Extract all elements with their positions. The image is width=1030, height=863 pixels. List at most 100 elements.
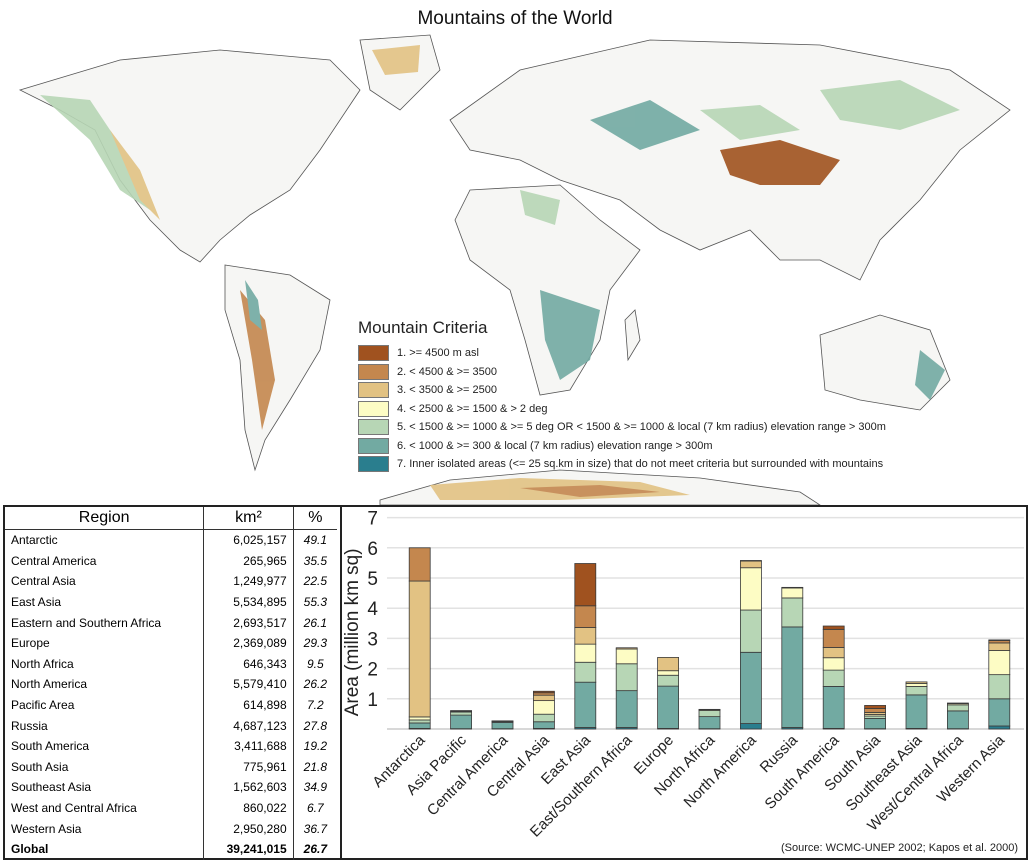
bar-segment	[657, 670, 680, 676]
bar-segment	[408, 716, 431, 721]
bar-segment	[988, 650, 1011, 676]
cell-region: Global	[5, 838, 205, 860]
cell-km2: 646,343	[203, 653, 294, 675]
cell-region: Western Asia	[5, 818, 205, 839]
cell-region: West and Central Africa	[5, 797, 205, 819]
cell-region: Central Asia	[5, 571, 205, 592]
cell-region: Eastern and Southern Africa	[5, 612, 205, 633]
cell-percent: 36.7	[303, 821, 327, 836]
table-row: North America 5,579,410 26.2	[5, 674, 337, 695]
south-america	[224, 264, 331, 472]
x-tick-label: North America	[680, 731, 760, 811]
bar-segment	[408, 547, 431, 582]
bar-segment	[532, 690, 555, 694]
cell-percent: 19.2	[303, 739, 327, 754]
bar-segment	[988, 674, 1011, 700]
bar-segment	[532, 713, 555, 723]
bar-segment	[574, 563, 597, 607]
bar-segment	[905, 686, 928, 696]
table-row: East Asia 5,534,895 55.3	[5, 591, 337, 613]
regions-table: Region km² % Antarctic 6,025,157 49.1 Centr…	[5, 507, 337, 860]
legend-label: 7. Inner isolated areas (<= 25 sq.km in …	[397, 458, 884, 471]
bar-segment	[408, 580, 431, 718]
bar-segment	[864, 708, 886, 713]
bar-segment	[822, 625, 845, 630]
bar-segment	[781, 587, 804, 599]
bar-segment	[532, 694, 555, 702]
mountain-areas	[40, 45, 960, 500]
cell-percent: 26.7	[303, 842, 327, 857]
cell-region: South Asia	[5, 756, 205, 778]
bar-segment	[615, 690, 638, 728]
cell-percent: 29.3	[303, 636, 327, 651]
bar-segment	[574, 627, 597, 645]
source-note: (Source: WCMC-UNEP 2002; Kapos et al. 20…	[780, 842, 1018, 854]
legend-swatch	[358, 456, 389, 473]
legend-label: 5. < 1500 & >= 1000 & >= 5 deg OR < 1500…	[397, 421, 886, 434]
cell-region: Antarctic	[5, 529, 205, 551]
cell-km2: 1,562,603	[203, 777, 294, 798]
bar-segment	[739, 609, 762, 653]
cell-percent: 7.2	[306, 698, 324, 713]
y-tick-label: 4	[367, 599, 378, 620]
cell-percent: 34.9	[303, 780, 327, 795]
legend-swatch	[358, 419, 389, 436]
legend-label: 4. < 2500 & >= 1500 & > 2 deg	[397, 402, 548, 415]
bar-segment	[781, 586, 804, 589]
bar-segment	[947, 704, 969, 712]
bar-segment	[532, 700, 555, 715]
cell-region: Central America	[5, 550, 205, 572]
bar-segment	[864, 705, 886, 709]
bar-segment	[739, 567, 762, 611]
bar-segment	[574, 661, 597, 683]
legend-swatch	[358, 382, 389, 399]
table-row: Antarctic 6,025,157 49.1	[5, 529, 337, 551]
map-legend: Mountain Criteria 1. >= 4500 m asl 2. < 4…	[358, 318, 886, 474]
cell-region: North America	[5, 674, 205, 695]
cell-km2: 2,693,517	[203, 612, 294, 633]
cell-percent: 55.3	[303, 595, 327, 610]
africa	[454, 184, 641, 396]
cell-percent: 49.1	[303, 533, 327, 548]
y-axis-label: Area (million km sq)	[342, 548, 363, 716]
cell-percent: 26.2	[303, 677, 327, 692]
y-tick-label: 7	[367, 509, 378, 530]
table-row: Eastern and Southern Africa 2,693,517 26.1	[5, 612, 337, 633]
bar-segment	[739, 651, 762, 724]
cell-percent: 22.5	[303, 574, 327, 589]
bar-segment	[657, 657, 680, 672]
y-tick-label: 1	[367, 690, 378, 711]
cell-percent: 27.8	[303, 718, 327, 733]
bar-segment	[905, 682, 928, 687]
legend-swatch	[358, 400, 389, 417]
legend-label: 6. < 1000 & >= 300 & local (7 km radius)…	[397, 439, 713, 452]
cell-region: Southeast Asia	[5, 777, 205, 798]
table-row: Central America 265,965 35.5	[5, 550, 337, 572]
bar-segment	[739, 560, 762, 569]
cell-km2: 39,241,015	[203, 838, 294, 860]
bottom-panel: Region km² % Antarctic 6,025,157 49.1 Centr…	[3, 505, 1028, 860]
table-row: Southeast Asia 1,562,603 34.9	[5, 777, 337, 798]
bar-segment	[864, 718, 886, 730]
bar-segment	[822, 657, 845, 671]
header-km2: km²	[203, 507, 294, 530]
bar-segment	[657, 674, 680, 687]
bar-segment	[574, 643, 597, 663]
cell-percent: 35.5	[303, 553, 327, 568]
cell-region: Russia	[5, 715, 205, 736]
bar-segment	[947, 702, 969, 705]
cell-km2: 3,411,688	[203, 735, 294, 757]
cell-km2: 614,898	[203, 694, 294, 716]
legend-item: 2. < 4500 & >= 3500	[358, 363, 886, 382]
bar-segment	[408, 722, 431, 729]
bar-segment	[574, 681, 597, 728]
table-row: Global 39,241,015 26.7	[5, 838, 337, 860]
cell-region: North Africa	[5, 653, 205, 675]
table-row: Pacific Area 614,898 7.2	[5, 694, 337, 716]
table-row: Europe 2,369,089 29.3	[5, 632, 337, 654]
cell-percent: 9.5	[306, 656, 324, 671]
north-america	[18, 49, 361, 263]
y-tick-label: 3	[367, 629, 378, 650]
cell-km2: 6,025,157	[203, 529, 294, 551]
